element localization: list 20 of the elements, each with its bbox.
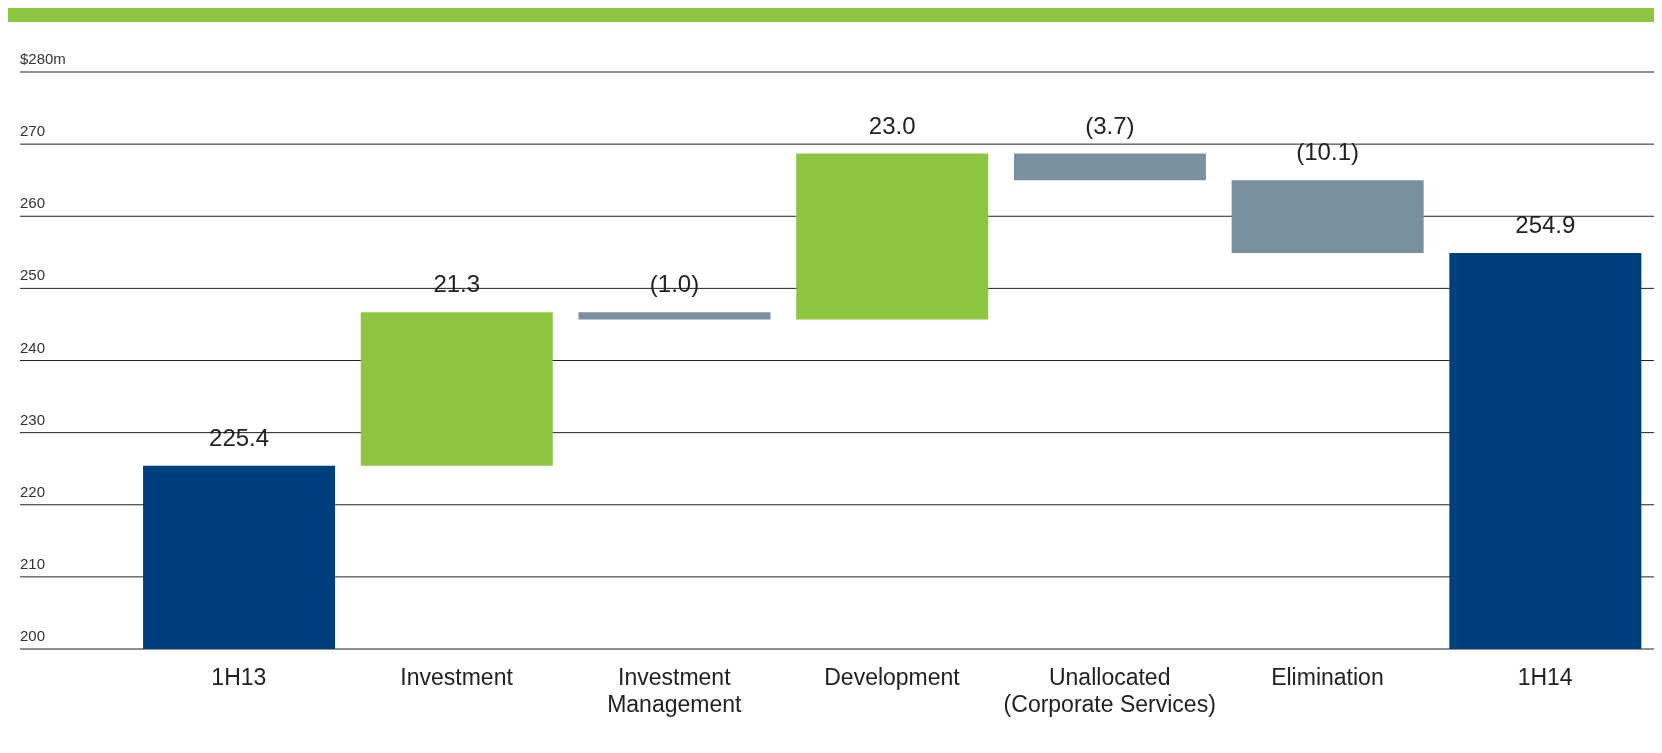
data-label: (10.1) xyxy=(1296,138,1359,166)
y-tick-label: 270 xyxy=(20,122,46,140)
data-label: (3.7) xyxy=(1085,111,1135,139)
y-tick-label: 200 xyxy=(20,627,46,644)
data-label: 23.0 xyxy=(868,111,916,139)
x-tick-label: Elimination xyxy=(1271,664,1384,690)
x-tick-label: Investment Management xyxy=(607,664,743,717)
x-tick-label: Investment xyxy=(400,664,514,690)
y-tick-label: 230 xyxy=(20,410,46,428)
y-tick-label: 220 xyxy=(20,482,46,500)
y-tick-label: 260 xyxy=(20,194,46,212)
y-tick-label: 210 xyxy=(20,554,46,572)
x-tick-label: Development xyxy=(824,664,961,690)
x-tick-label: 1H14 xyxy=(1517,664,1573,690)
y-tick-label: $280m xyxy=(20,50,66,67)
x-tick-label: 1H13 xyxy=(211,664,267,690)
data-label: 254.9 xyxy=(1515,211,1576,239)
x-tick-label: Unallocated (Corporate Services) xyxy=(1003,664,1216,717)
y-tick-label: 240 xyxy=(20,338,46,356)
y-tick-label: 250 xyxy=(20,266,46,284)
